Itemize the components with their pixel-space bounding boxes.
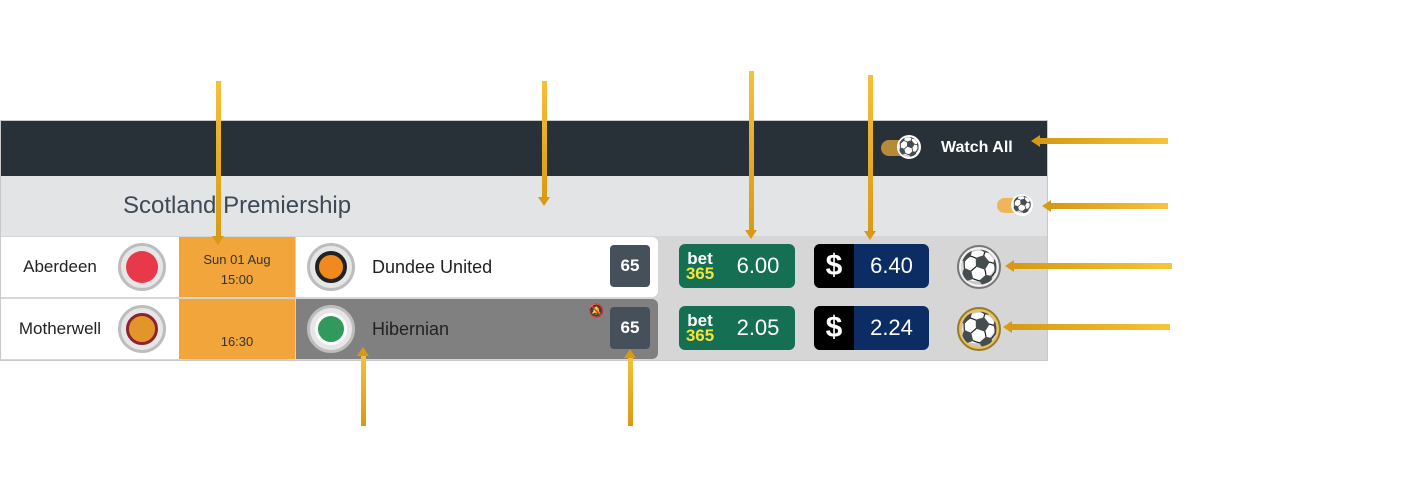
callout-arrow-icon (212, 236, 224, 245)
bell-muted-icon[interactable]: 🔕 (588, 303, 605, 318)
callout-arrow-icon (1003, 321, 1012, 333)
s-bookmaker-odds-value: 6.40 (870, 253, 913, 278)
markets-count-button[interactable]: 65 (610, 307, 650, 349)
away-team-crest-icon (307, 305, 355, 353)
s-bookmaker-odds-value: 2.24 (870, 315, 913, 340)
away-team-name: Dundee United (372, 257, 493, 277)
top-bar: ⚽ Watch All (1, 121, 1047, 176)
markets-count-button[interactable]: 65 (610, 245, 650, 287)
callout-line (1014, 263, 1172, 269)
watch-all-toggle[interactable]: ⚽ (881, 135, 921, 159)
soccer-ball-icon: ⚽ (1011, 194, 1033, 216)
callout-line (216, 81, 221, 238)
callout-arrow-icon (745, 230, 757, 239)
home-team-crest-icon (118, 243, 166, 291)
callout-line (628, 358, 633, 426)
callout-line (1040, 138, 1168, 144)
match-time: 16:30 (220, 334, 254, 349)
watch-match-ball-icon[interactable]: ⚽ (957, 307, 1001, 351)
home-team-name: Motherwell (18, 319, 102, 338)
match-time: 15:00 (220, 272, 254, 287)
s-bookmaker-odds-button[interactable]: $ 6.40 (814, 244, 929, 288)
home-team: Motherwell (1, 299, 179, 359)
callout-line (542, 81, 547, 198)
league-watch-toggle[interactable]: ⚽ (997, 194, 1033, 216)
match-date: Sun 01 Aug (203, 252, 271, 267)
bet365-odds-value: 6.00 (736, 253, 780, 278)
callout-line (1051, 203, 1168, 209)
bet365-odds-value: 2.05 (736, 315, 780, 340)
bet365-odds-button[interactable]: bet 365 2.05 (679, 306, 795, 350)
home-team-crest-icon (118, 305, 166, 353)
callout-arrow-icon (864, 231, 876, 240)
away-team: Dundee United 65 (296, 237, 658, 297)
league-header: Scotland Premiership ⚽ (1, 176, 1047, 236)
bet365-odds-button[interactable]: bet 365 6.00 (679, 244, 795, 288)
callout-line (361, 356, 366, 426)
callout-line (1012, 324, 1170, 330)
watch-all-control[interactable]: ⚽ Watch All (881, 133, 1013, 163)
home-team-name: Aberdeen (23, 257, 97, 276)
callout-arrow-icon (1042, 200, 1051, 212)
bet365-logo-icon: bet 365 (685, 249, 715, 283)
home-team: Aberdeen (1, 237, 179, 297)
league-title: Scotland Premiership (123, 192, 352, 219)
callout-line (868, 75, 873, 232)
callout-arrow-icon (1031, 135, 1040, 147)
s-bookmaker-odds-button[interactable]: $ 2.24 (814, 306, 929, 350)
match-widget: ⚽ Watch All Scotland Premiership ⚽ Aberd… (0, 120, 1048, 361)
match-row[interactable]: Aberdeen Sun 01 Aug 15:00 Dundee United … (1, 237, 1047, 297)
callout-arrow-icon (538, 197, 550, 206)
soccer-ball-icon: ⚽ (897, 135, 921, 159)
callout-line (749, 71, 754, 231)
watch-all-label: Watch All (941, 139, 1013, 156)
away-team-name: Hibernian (372, 319, 450, 339)
away-team-crest-icon (307, 243, 355, 291)
match-row[interactable]: Motherwell 16:30 Hibernian 🔕 65 bet 365 … (1, 299, 1047, 359)
dollar-logo-icon: $ (814, 244, 854, 288)
watch-match-ball-icon[interactable]: ⚽ (957, 245, 1001, 289)
callout-arrow-icon (1005, 260, 1014, 272)
bet365-logo-icon: bet 365 (685, 311, 715, 345)
dollar-logo-icon: $ (814, 306, 854, 350)
kickoff-time: Sun 01 Aug 15:00 (179, 237, 295, 297)
callout-arrow-icon (624, 349, 636, 358)
away-team: Hibernian 🔕 65 (296, 299, 658, 359)
callout-arrow-icon (357, 347, 369, 356)
kickoff-time: 16:30 (179, 299, 295, 359)
